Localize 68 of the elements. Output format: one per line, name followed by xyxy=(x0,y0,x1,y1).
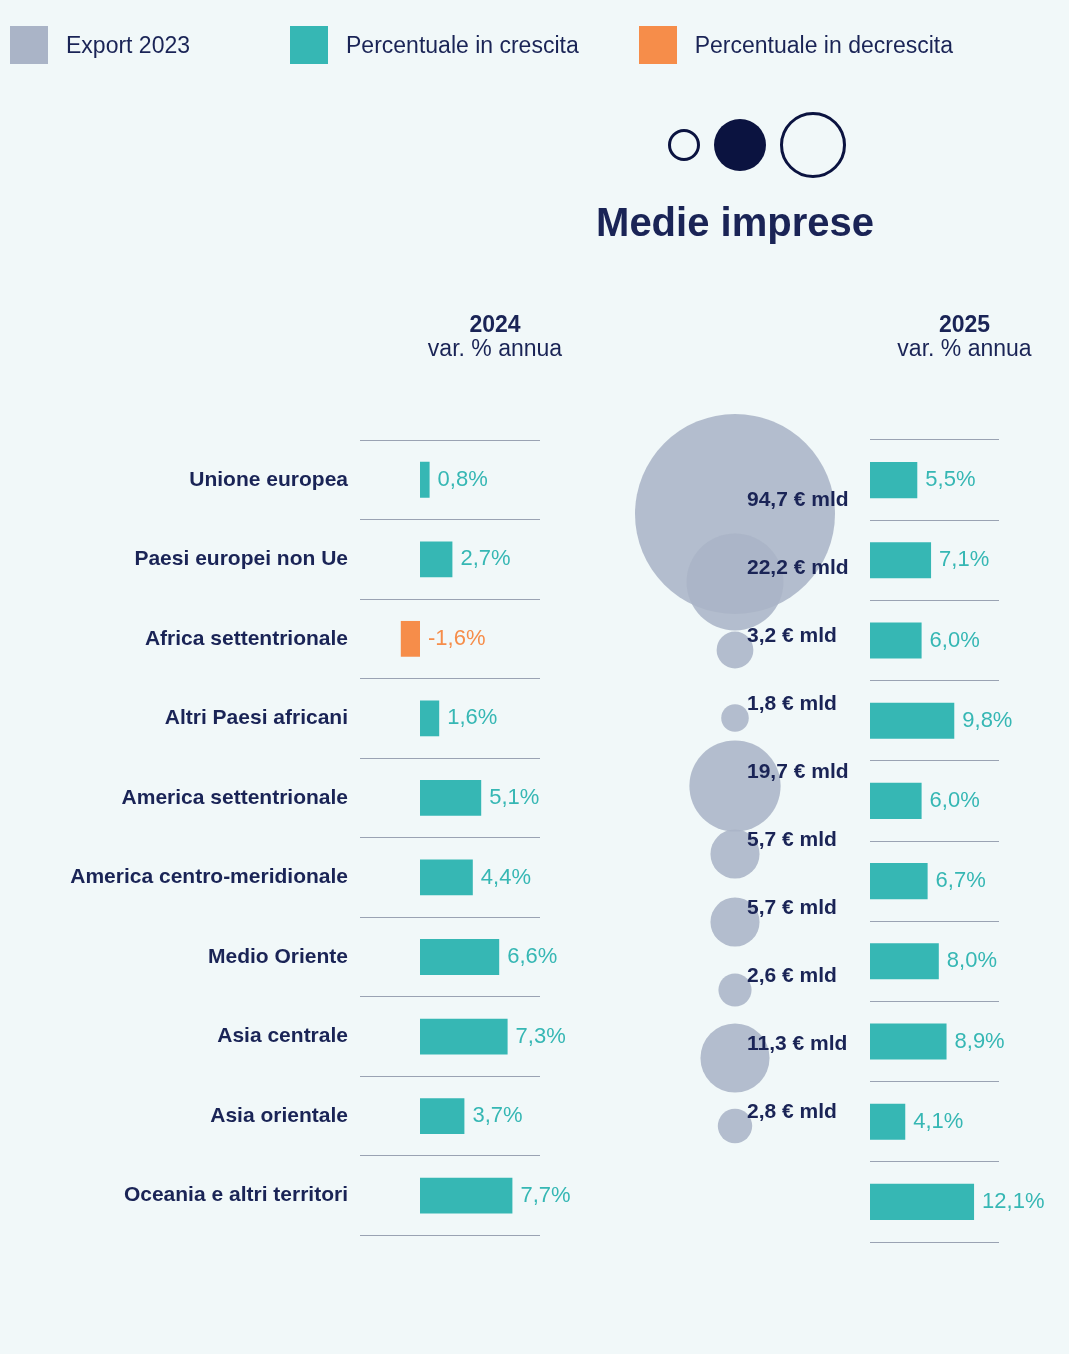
data-label: 5,7 € mld xyxy=(747,894,837,918)
data-label: 6,6% xyxy=(507,943,558,969)
data-label: 1,6% xyxy=(447,704,498,730)
y-tick-label: Medio Oriente xyxy=(207,943,348,967)
data-label: 2,8 € mld xyxy=(747,1098,837,1122)
bar xyxy=(420,859,473,896)
data-label: 94,7 € mld xyxy=(747,486,849,510)
data-label: 2,7% xyxy=(460,545,511,571)
y-tick-label: Paesi europei non Ue xyxy=(134,546,348,570)
bar xyxy=(400,620,420,657)
data-label: 9,8% xyxy=(962,706,1013,732)
data-label: 19,7 € mld xyxy=(747,758,849,782)
data-label: 8,0% xyxy=(946,947,997,973)
bar xyxy=(420,1177,513,1214)
data-label: 2,6 € mld xyxy=(747,962,837,986)
bar xyxy=(870,863,928,900)
bar xyxy=(420,541,453,578)
data-label: 7,3% xyxy=(515,1022,566,1048)
y-tick-label: America centro-meridionale xyxy=(70,864,348,888)
chart-title: 2024 xyxy=(468,311,522,337)
bar xyxy=(870,542,932,579)
chart-title: 2025 xyxy=(937,311,992,337)
data-label: 6,0% xyxy=(929,626,980,652)
data-label: 6,0% xyxy=(929,786,980,812)
data-label: 0,8% xyxy=(437,465,488,491)
y-tick-label: Africa settentrionale xyxy=(144,625,348,649)
bar xyxy=(870,702,955,739)
bar xyxy=(420,700,440,737)
bar xyxy=(870,782,922,819)
data-label: 5,1% xyxy=(489,783,540,809)
data-label: 8,9% xyxy=(954,1027,1005,1053)
bar xyxy=(870,1023,947,1060)
data-label: 12,1% xyxy=(982,1187,1045,1213)
data-label: 5,5% xyxy=(925,466,976,492)
y-tick-label: Asia centrale xyxy=(217,1023,348,1047)
data-label: -1,6% xyxy=(428,624,486,650)
bar xyxy=(420,1018,508,1055)
bar xyxy=(870,622,922,659)
legend-label: Percentuale in decrescita xyxy=(694,31,953,59)
y-tick-label: America settentrionale xyxy=(121,784,348,808)
data-label: 4,4% xyxy=(480,863,531,889)
bar xyxy=(870,1183,975,1220)
data-label: 3,2 € mld xyxy=(747,622,837,646)
data-label: 3,7% xyxy=(472,1102,523,1128)
data-label: 22,2 € mld xyxy=(747,554,849,578)
bar xyxy=(420,1098,465,1134)
text: Medie imprese xyxy=(596,200,874,245)
chart-subtitle: var. % annua xyxy=(426,335,564,361)
bar xyxy=(870,462,918,499)
data-label: 1,8 € mld xyxy=(747,690,837,714)
legend-label: Percentuale in crescita xyxy=(346,31,579,59)
bar xyxy=(870,943,939,980)
bar xyxy=(420,939,500,975)
bar xyxy=(420,461,430,498)
bar xyxy=(870,1103,906,1140)
y-tick-label: Unione europea xyxy=(189,466,349,490)
data-label: 7,7% xyxy=(520,1181,571,1207)
data-label: 4,1% xyxy=(913,1107,964,1133)
legend-label: Export 2023 xyxy=(66,31,191,59)
bar xyxy=(420,780,482,816)
y-tick-label: Asia orientale xyxy=(210,1102,348,1126)
data-label: 6,7% xyxy=(935,867,986,893)
data-label: 7,1% xyxy=(939,546,990,572)
chart-subtitle: var. % annua xyxy=(896,335,1033,361)
y-tick-label: Oceania e altri territori xyxy=(123,1182,348,1206)
data-label: 11,3 € mld xyxy=(747,1030,848,1054)
data-label: 5,7 € mld xyxy=(747,826,837,850)
y-tick-label: Altri Paesi africani xyxy=(164,705,348,729)
